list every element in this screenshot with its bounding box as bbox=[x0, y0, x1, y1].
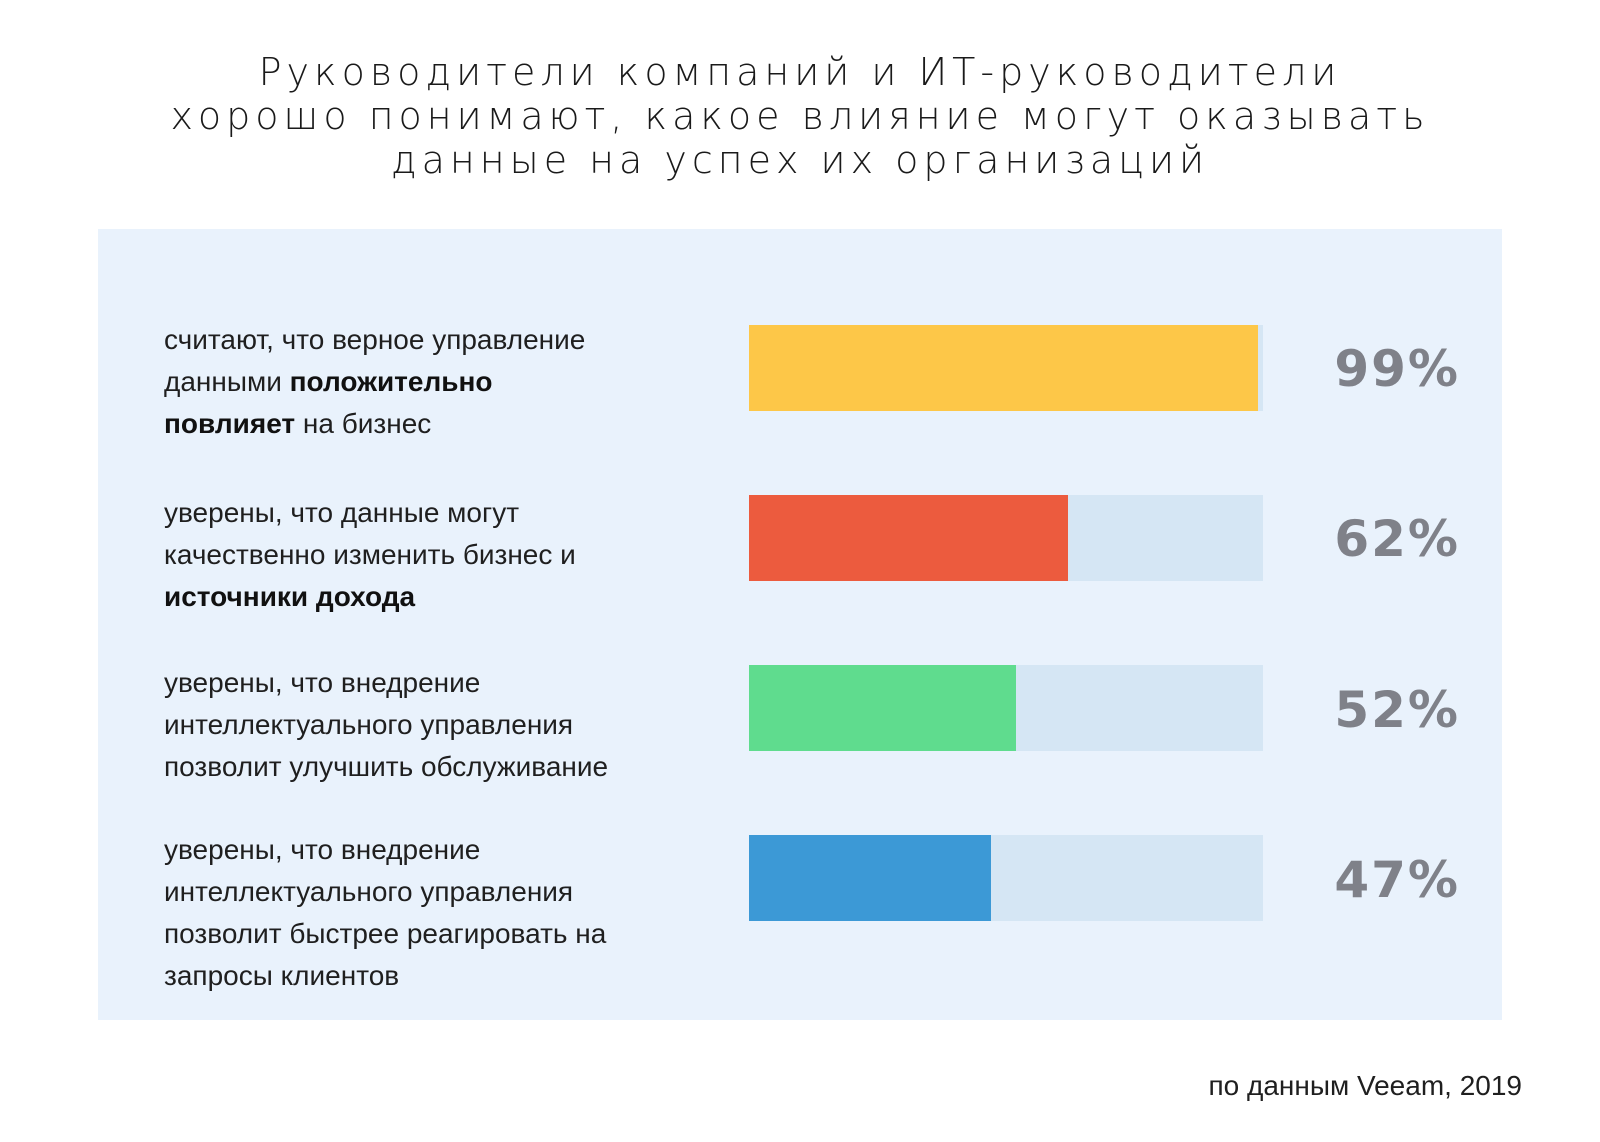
chart-title: Руководители компаний и ИТ-руководители … bbox=[0, 50, 1600, 182]
value-label-2: 62% bbox=[1334, 510, 1460, 568]
bar-label-line: интеллектуального управления bbox=[164, 709, 574, 740]
value-label-3: 52% bbox=[1334, 681, 1460, 739]
bar-label-line: позволит улучшить обслуживание bbox=[164, 751, 609, 782]
chart-title-line: хорошо понимают, какое влияние могут ока… bbox=[170, 94, 1430, 138]
bar-label-2: уверены, что данные могут качественно изм… bbox=[164, 492, 734, 618]
chart-title-line: Руководители компаний и ИТ-руководители bbox=[258, 50, 1342, 94]
bar-label-line: качественно изменить бизнес и bbox=[164, 539, 576, 570]
bar-label-line: источники дохода bbox=[164, 581, 416, 612]
bar-label-line: уверены, что внедрение bbox=[164, 667, 481, 698]
bar-3 bbox=[749, 665, 1017, 751]
bar-label-3: уверены, что внедрение интеллектуального … bbox=[164, 662, 734, 788]
bar-track-2 bbox=[749, 495, 1263, 581]
bar-label-line: считают, что верное управление bbox=[164, 324, 586, 355]
bar-label-line: запросы клиентов bbox=[164, 960, 400, 991]
bar-label-line: уверены, что данные могут bbox=[164, 497, 520, 528]
source-note: по данным Veeam, 2019 bbox=[1208, 1070, 1522, 1101]
bar-1 bbox=[749, 325, 1258, 411]
bar-label-line: уверены, что внедрение bbox=[164, 834, 481, 865]
bar-label-line: повлияет на бизнес bbox=[164, 408, 432, 439]
bar-track-4 bbox=[749, 835, 1263, 921]
bar-label-line: интеллектуального управления bbox=[164, 876, 574, 907]
bar-label-line: данными положительно bbox=[164, 366, 493, 397]
bar-track-1 bbox=[749, 325, 1263, 411]
value-label-4: 47% bbox=[1334, 851, 1460, 909]
bar-label-1: считают, что верное управление данными по… bbox=[164, 319, 734, 445]
bar-4 bbox=[749, 835, 991, 921]
value-label-1: 99% bbox=[1334, 340, 1460, 398]
bar-2 bbox=[749, 495, 1068, 581]
bar-label-4: уверены, что внедрение интеллектуального … bbox=[164, 829, 734, 997]
bar-track-3 bbox=[749, 665, 1263, 751]
chart-title-line: данные на успех их организаций bbox=[390, 138, 1210, 182]
bar-label-line: позволит быстрее реагировать на bbox=[164, 918, 607, 949]
